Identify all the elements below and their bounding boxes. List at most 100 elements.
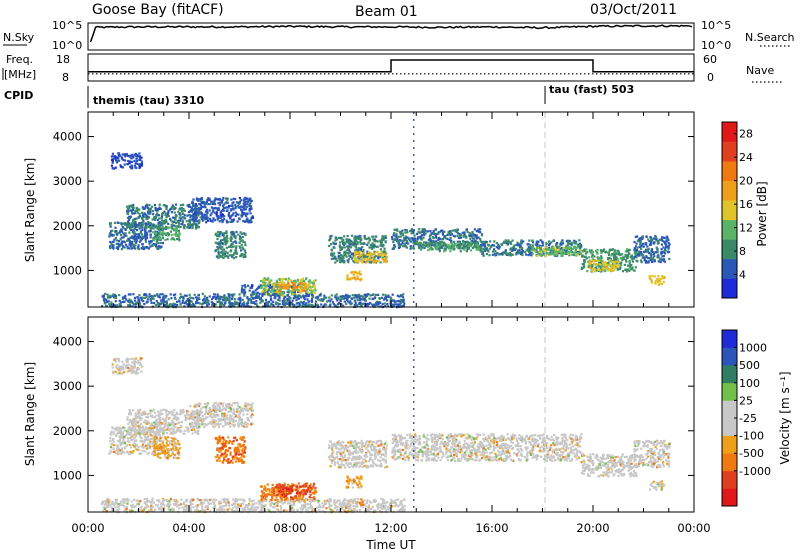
heatmap-cell [140, 417, 143, 420]
heatmap-cell [574, 249, 577, 252]
heatmap-cell [373, 255, 376, 259]
heatmap-cell [145, 231, 148, 234]
heatmap-cell [380, 241, 383, 244]
heatmap-cell [143, 207, 146, 210]
heatmap-cell [145, 294, 148, 297]
heatmap-cell [180, 421, 184, 424]
heatmap-cell [320, 303, 323, 306]
heatmap-cell [633, 247, 636, 250]
heatmap-cell [272, 293, 275, 296]
heatmap-cell [329, 300, 332, 303]
heatmap-cell [621, 253, 624, 256]
heatmap-cell [248, 289, 251, 292]
heatmap-cell [480, 250, 483, 253]
heatmap-cell [468, 231, 471, 235]
nsearch-tick-hi: 10^5 [701, 19, 731, 32]
heatmap-cell [195, 296, 198, 299]
heatmap-cell [157, 417, 160, 420]
heatmap-cell [199, 204, 202, 207]
heatmap-cell [222, 215, 225, 218]
heatmap-cell [250, 301, 254, 304]
heatmap-cell [370, 247, 374, 250]
heatmap-cell [653, 258, 656, 261]
heatmap-cell [140, 413, 144, 417]
heatmap-cell [449, 234, 452, 237]
heatmap-cell [590, 269, 594, 272]
heatmap-cell [139, 239, 142, 242]
heatmap-cell [145, 416, 148, 419]
heatmap-cell [122, 227, 125, 230]
heatmap-cell [180, 295, 183, 299]
heatmap-cell [363, 293, 366, 296]
heatmap-cell [268, 279, 271, 283]
heatmap-cell [420, 234, 423, 237]
heatmap-cell [219, 243, 222, 246]
heatmap-cell [145, 432, 149, 435]
heatmap-cell [434, 243, 437, 246]
heatmap-cell [144, 426, 147, 429]
heatmap-cell [358, 293, 361, 296]
heatmap-cell [583, 249, 586, 252]
heatmap-cell [132, 203, 135, 207]
heatmap-cell [502, 241, 505, 244]
heatmap-cell [137, 247, 140, 250]
heatmap-cell [463, 241, 466, 244]
heatmap-cell [175, 418, 179, 421]
heatmap-cell [221, 234, 224, 237]
heatmap-cell [136, 448, 139, 451]
heatmap-cell [571, 251, 574, 254]
heatmap-cell [362, 260, 365, 263]
heatmap-cell [398, 245, 402, 248]
heatmap-cell [624, 250, 627, 253]
heatmap-cell [123, 234, 126, 237]
heatmap-cell [605, 267, 608, 270]
heatmap-cell [287, 282, 290, 285]
heatmap-cell [529, 251, 532, 254]
heatmap-cell [156, 212, 159, 215]
heatmap-cell [152, 243, 156, 246]
heatmap-cell [131, 240, 134, 243]
heatmap-cell [383, 260, 386, 263]
heatmap-cell [135, 241, 138, 244]
heatmap-cell [134, 296, 137, 299]
heatmap-cell [232, 245, 235, 248]
heatmap-cell [275, 279, 278, 282]
heatmap-cell [350, 246, 353, 249]
heatmap-cell [137, 297, 140, 300]
heatmap-cell [195, 223, 198, 226]
heatmap-cell [345, 278, 348, 281]
heatmap-cell [470, 241, 473, 244]
heatmap-cell [282, 294, 285, 298]
heatmap-cell [467, 246, 470, 249]
heatmap-cell [179, 303, 182, 306]
heatmap-cell [412, 247, 415, 250]
colorbar-swatch [722, 239, 737, 260]
heatmap-cell [269, 286, 272, 289]
heatmap-cell [638, 252, 641, 255]
heatmap-cell [252, 297, 255, 300]
heatmap-cell [352, 252, 355, 255]
heatmap-cell [217, 198, 220, 201]
heatmap-cell [235, 245, 238, 248]
heatmap-cell [189, 422, 192, 425]
heatmap-cell [466, 230, 469, 234]
heatmap-cell [145, 214, 148, 217]
heatmap-cell [231, 214, 234, 217]
heatmap-cell [135, 206, 138, 210]
heatmap-cell [662, 246, 665, 249]
heatmap-cell [179, 424, 182, 428]
heatmap-cell [125, 234, 128, 237]
heatmap-cell [381, 237, 384, 240]
heatmap-cell [256, 287, 259, 291]
heatmap-cell [471, 231, 474, 234]
heatmap-cell [364, 293, 368, 297]
heatmap-cell [115, 242, 118, 245]
heatmap-cell [235, 241, 238, 244]
heatmap-cell [656, 240, 660, 243]
heatmap-cell [111, 246, 114, 249]
heatmap-cell [314, 279, 317, 282]
heatmap-cell [135, 233, 138, 236]
heatmap-cell [201, 292, 204, 295]
heatmap-cell [217, 207, 220, 210]
heatmap-cell [662, 258, 665, 261]
